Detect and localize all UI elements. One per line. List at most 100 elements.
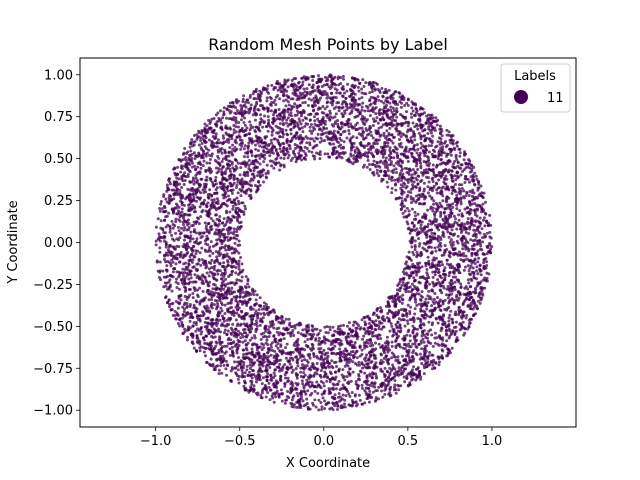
scatter-point (415, 178, 419, 182)
scatter-point (192, 151, 196, 155)
scatter-point (215, 171, 219, 175)
scatter-point (461, 314, 465, 318)
scatter-point (222, 253, 226, 257)
scatter-point (282, 91, 286, 95)
scatter-point (319, 375, 323, 379)
scatter-point (203, 296, 207, 300)
scatter-point (225, 107, 229, 111)
scatter-point (251, 92, 255, 96)
scatter-point (269, 138, 273, 142)
scatter-point (456, 223, 460, 227)
scatter-point (237, 343, 241, 347)
scatter-point (357, 97, 361, 101)
scatter-point (437, 343, 441, 347)
scatter-point (222, 363, 226, 367)
scatter-point (410, 221, 414, 225)
scatter-point (416, 168, 420, 171)
scatter-point (268, 102, 272, 106)
scatter-point (422, 168, 426, 172)
scatter-point (266, 391, 270, 395)
scatter-point (225, 186, 229, 190)
scatter-point (192, 210, 196, 214)
scatter-point (317, 98, 321, 102)
scatter-point (237, 381, 241, 385)
scatter-point (488, 213, 492, 217)
scatter-point (292, 135, 296, 139)
scatter-point (414, 164, 418, 168)
scatter-point (326, 152, 330, 156)
scatter-point (259, 338, 263, 341)
scatter-point (254, 380, 258, 384)
scatter-point (445, 339, 449, 343)
scatter-point (268, 331, 272, 335)
scatter-point (297, 151, 301, 155)
scatter-point (212, 117, 216, 121)
scatter-point (393, 178, 397, 182)
scatter-point (252, 109, 256, 113)
scatter-point (253, 334, 257, 338)
scatter-point (388, 101, 392, 105)
scatter-point (439, 137, 443, 141)
scatter-point (374, 319, 378, 323)
scatter-point (267, 386, 271, 390)
chart-title: Random Mesh Points by Label (208, 35, 448, 54)
scatter-point (192, 303, 196, 307)
scatter-point (374, 138, 378, 142)
scatter-point (331, 382, 335, 386)
scatter-point (339, 133, 343, 137)
scatter-point (463, 241, 467, 245)
scatter-point (428, 265, 432, 269)
scatter-point (450, 192, 454, 195)
scatter-point (328, 111, 332, 115)
scatter-point (214, 228, 218, 232)
scatter-point (193, 164, 197, 168)
scatter-point (198, 319, 202, 323)
scatter-point (466, 327, 470, 331)
scatter-point (196, 327, 200, 331)
scatter-point (431, 206, 435, 210)
scatter-point (207, 347, 211, 351)
scatter-point (324, 131, 328, 135)
scatter-point (427, 164, 431, 168)
scatter-point (413, 143, 417, 147)
scatter-point (283, 373, 287, 377)
scatter-point (182, 157, 186, 161)
scatter-point (420, 334, 424, 338)
scatter-point (383, 148, 387, 152)
scatter-point (341, 130, 345, 134)
scatter-point (270, 141, 274, 145)
scatter-point (224, 223, 228, 227)
scatter-point (422, 340, 426, 344)
scatter-point (379, 159, 383, 163)
scatter-point (257, 126, 261, 130)
scatter-point (397, 196, 401, 200)
scatter-point (294, 347, 298, 351)
scatter-point (377, 98, 381, 102)
scatter-point (343, 151, 347, 155)
scatter-point (362, 92, 366, 96)
scatter-point (301, 101, 305, 105)
scatter-point (454, 310, 458, 314)
scatter-point (222, 357, 226, 361)
scatter-point (264, 172, 268, 176)
scatter-point (356, 386, 360, 390)
scatter-point (204, 152, 208, 156)
scatter-point (278, 135, 282, 139)
scatter-point (286, 124, 290, 128)
scatter-point (204, 242, 208, 246)
scatter-point (413, 245, 417, 249)
scatter-point (258, 129, 262, 133)
scatter-point (347, 352, 351, 356)
scatter-point (301, 80, 305, 84)
scatter-point (162, 275, 166, 279)
scatter-point (431, 163, 435, 167)
scatter-point (325, 325, 329, 329)
scatter-point (289, 114, 293, 118)
scatter-point (230, 191, 234, 195)
scatter-point (434, 317, 438, 321)
scatter-point (212, 184, 216, 188)
scatter-point (331, 124, 335, 128)
scatter-point (386, 341, 390, 345)
scatter-point (188, 259, 192, 263)
scatter-point (413, 170, 417, 174)
